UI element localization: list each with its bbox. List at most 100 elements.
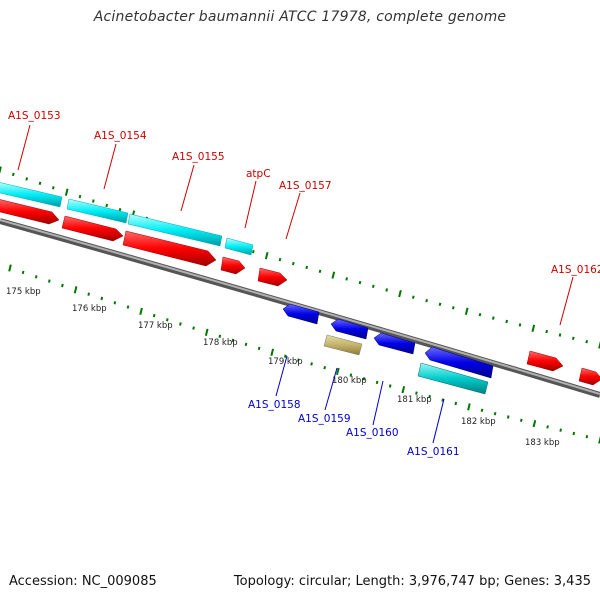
minor-tick [493, 412, 497, 416]
major-tick [8, 264, 12, 272]
minor-tick [297, 358, 300, 362]
major-tick [204, 328, 209, 336]
scale-ticks [8, 264, 600, 444]
feature-blue-3[interactable] [373, 332, 416, 355]
minor-tick [558, 333, 562, 337]
minor-tick [100, 296, 104, 301]
minor-tick [318, 269, 322, 273]
gene-label[interactable]: A1S_0158 [248, 399, 301, 411]
minor-tick [585, 435, 589, 439]
gene-label[interactable]: A1S_0157 [279, 180, 332, 192]
feature-red-2[interactable] [61, 215, 124, 242]
minor-tick [278, 257, 282, 262]
minor-tick [25, 177, 29, 181]
scale-label: 178 kbp [203, 338, 238, 348]
minor-tick [91, 199, 95, 203]
leader-a1s-0155 [180, 164, 195, 212]
minor-tick [362, 377, 366, 381]
feature-red-4[interactable] [220, 256, 246, 275]
minor-tick [113, 301, 117, 305]
major-tick [464, 307, 469, 315]
gene-label[interactable]: atpC [246, 168, 271, 180]
feature-red-3[interactable] [122, 230, 217, 267]
minor-tick [291, 261, 295, 266]
accession-text: Accession: NC_009085 [9, 574, 157, 589]
gene-label[interactable]: A1S_0159 [298, 413, 351, 425]
minor-tick [375, 380, 379, 385]
feature-blue-4[interactable] [424, 346, 494, 379]
feature-blue-1[interactable] [282, 303, 320, 325]
minor-tick [358, 280, 362, 285]
major-tick [467, 403, 471, 411]
minor-tick [545, 329, 549, 334]
feature-red-7[interactable] [578, 367, 600, 386]
plus-gene-labels: A1S_0153 A1S_0154 A1S_0155 atpC A1S_0157… [8, 110, 600, 276]
minor-tick [425, 299, 429, 303]
minus-feature-track-outer [323, 334, 489, 395]
feature-cyan-1[interactable] [0, 182, 63, 208]
minor-tick [385, 288, 389, 292]
minor-tick [192, 326, 195, 330]
minor-tick [572, 431, 576, 436]
minor-tick [454, 401, 458, 406]
minor-tick [349, 373, 353, 377]
feature-red-6[interactable] [526, 350, 564, 372]
gene-label[interactable]: A1S_0154 [94, 130, 147, 142]
minor-tick [585, 340, 589, 344]
leader-a1s-0162 [559, 276, 574, 326]
plus-feature-track-inner [0, 199, 600, 386]
feature-teal-1[interactable] [417, 362, 489, 395]
scale-label: 182 kbp [461, 417, 496, 427]
feature-cyan-3[interactable] [127, 213, 223, 247]
minor-tick [257, 346, 261, 351]
map-title: Acinetobacter baumannii ATCC 17978, comp… [93, 9, 507, 25]
minor-tick [231, 338, 235, 343]
minor-tick [251, 250, 255, 254]
minor-tick [179, 322, 182, 326]
feature-khaki-1[interactable] [323, 334, 363, 356]
minor-tick [559, 428, 563, 432]
major-tick [398, 289, 402, 298]
minor-tick [244, 342, 248, 347]
minor-tick [518, 323, 522, 327]
gene-label[interactable]: A1S_0161 [407, 446, 460, 458]
minor-tick [411, 295, 415, 299]
scale-label: 181 kbp [397, 395, 432, 405]
minor-tick [388, 384, 392, 388]
topology-text: Topology: circular; Length: 3,976,747 bp… [233, 574, 591, 589]
minor-tick [546, 425, 549, 429]
minor-tick [34, 275, 38, 279]
minor-tick [38, 181, 42, 185]
minor-tick [519, 418, 523, 422]
feature-red-1[interactable] [0, 199, 60, 225]
minor-tick [323, 366, 327, 370]
minor-tick [47, 279, 51, 283]
gene-label[interactable]: A1S_0160 [346, 427, 399, 439]
gene-label[interactable]: A1S_0153 [8, 110, 61, 122]
minor-tick [78, 194, 82, 199]
genome-backbone-highlight [0, 219, 600, 395]
minor-tick [451, 306, 455, 310]
plus-feature-track-outer [0, 182, 254, 256]
scale-label: 180 kbp [332, 376, 367, 386]
minor-tick [438, 302, 442, 306]
feature-red-5[interactable] [257, 267, 288, 287]
minor-tick [571, 336, 575, 340]
major-tick [64, 188, 69, 196]
major-tick [335, 367, 340, 376]
major-tick [331, 271, 336, 279]
minor-tick [428, 394, 431, 399]
feature-cyan-2[interactable] [66, 198, 129, 224]
major-tick [531, 324, 536, 332]
feature-blue-2[interactable] [330, 318, 369, 340]
gene-label[interactable]: A1S_0155 [172, 151, 225, 163]
major-tick [270, 348, 275, 356]
minor-tick [478, 313, 482, 317]
feature-cyan-4[interactable] [224, 237, 254, 256]
minus-feature-track-inner [282, 303, 494, 379]
minor-tick [21, 270, 25, 275]
minor-tick [118, 208, 122, 212]
gene-label[interactable]: A1S_0162 [551, 264, 600, 276]
